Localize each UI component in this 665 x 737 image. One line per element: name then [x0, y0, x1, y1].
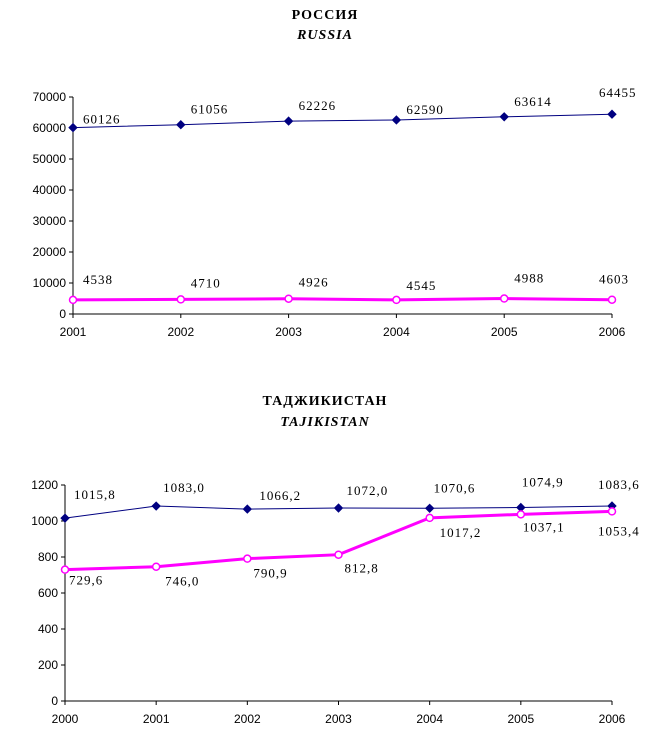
y-tick-label: 600 [38, 586, 58, 600]
data-point [242, 504, 253, 514]
data-label: 1074,9 [522, 475, 564, 490]
chart-subtitle: TAJIKISTAN [280, 415, 369, 430]
x-tick-label: 2002 [167, 325, 194, 339]
data-label: 4710 [191, 275, 221, 290]
x-tick-label: 2004 [416, 712, 443, 726]
plot-area: 0 10000 20000 30000 40000 50000 60000 70000 2001… [33, 85, 637, 339]
data-label: 62590 [406, 102, 444, 117]
data-point [607, 507, 617, 516]
data-label: 1015,8 [74, 487, 116, 502]
data-label: 61056 [191, 102, 229, 117]
data-label: 4603 [599, 272, 629, 287]
data-label: 1072,0 [347, 483, 389, 498]
y-tick-label: 30000 [33, 214, 67, 228]
data-label: 1017,2 [440, 525, 482, 540]
data-point [425, 513, 434, 523]
data-label: 4988 [514, 271, 544, 286]
x-tick-label: 2005 [491, 325, 518, 339]
data-point [333, 503, 344, 513]
data-label: 4545 [406, 278, 436, 293]
data-label: 1066,2 [259, 488, 301, 503]
data-point [151, 501, 161, 511]
chart-russia: РОССИЯ RUSSIA 0 10000 20000 30000 40000 50000… [33, 8, 637, 339]
data-point [151, 562, 161, 571]
data-label: 1037,1 [523, 519, 565, 534]
data-point [60, 513, 70, 523]
chart-tajikistan: ТАДЖИКИСТАН TAJIKISTAN 0 200 400 600 800 1000… [31, 394, 640, 726]
data-label: 746,0 [165, 574, 199, 589]
data-point [284, 294, 293, 303]
data-point [283, 116, 294, 126]
data-label: 1053,4 [598, 523, 640, 538]
data-point [607, 109, 617, 119]
y-tick-label: 20000 [33, 245, 67, 259]
y-tick-label: 40000 [33, 183, 67, 197]
x-tick-label: 2001 [143, 712, 170, 726]
data-label: 812,8 [345, 561, 379, 576]
data-label: 1083,6 [598, 477, 640, 492]
y-tick-label: 400 [38, 622, 58, 636]
y-tick-label: 60000 [33, 121, 67, 135]
data-label: 4538 [83, 272, 113, 287]
x-tick-label: 2004 [383, 325, 410, 339]
chart-subtitle: RUSSIA [296, 28, 353, 43]
data-point [68, 295, 78, 305]
data-point [334, 550, 343, 559]
series-line [72, 113, 613, 129]
y-tick-label: 0 [59, 307, 66, 321]
data-point [516, 510, 526, 519]
x-tick-label: 2000 [52, 712, 79, 726]
x-tick-label: 2001 [60, 325, 87, 339]
x-tick-label: 2002 [234, 712, 261, 726]
chart-title: ТАДЖИКИСТАН [263, 394, 388, 409]
data-point [424, 503, 435, 513]
data-point [391, 115, 402, 125]
data-label: 60126 [83, 112, 121, 127]
data-label: 63614 [514, 94, 552, 109]
data-label: 62226 [299, 98, 337, 113]
y-tick-label: 1000 [31, 514, 58, 528]
y-tick-label: 10000 [33, 276, 67, 290]
chart-title: РОССИЯ [292, 8, 359, 23]
y-tick-label: 200 [38, 658, 58, 672]
x-tick-label: 2006 [599, 712, 626, 726]
data-label: 64455 [599, 85, 637, 100]
series-line [72, 297, 613, 302]
x-tick-label: 2003 [325, 712, 352, 726]
plot-area: 0 200 400 600 800 1000 1200 2000 2001 2002 2003 200… [31, 475, 640, 726]
data-label: 1070,6 [434, 480, 476, 495]
data-point [499, 112, 509, 122]
x-tick-label: 2005 [507, 712, 534, 726]
data-point [176, 295, 186, 304]
y-tick-label: 1200 [31, 478, 58, 492]
x-tick-label: 2003 [275, 325, 302, 339]
data-point [607, 295, 617, 304]
data-point [243, 554, 252, 563]
data-label: 4926 [299, 275, 329, 290]
y-tick-label: 50000 [33, 152, 67, 166]
data-label: 790,9 [253, 566, 287, 581]
y-tick-label: 0 [51, 694, 58, 708]
data-label: 729,6 [69, 573, 103, 588]
y-tick-label: 70000 [33, 90, 67, 104]
data-point [499, 294, 509, 303]
y-tick-label: 800 [38, 550, 58, 564]
data-point [176, 120, 186, 130]
data-label: 1083,0 [163, 480, 205, 495]
data-point [68, 122, 78, 133]
data-point [60, 565, 70, 574]
x-tick-label: 2006 [599, 325, 626, 339]
data-point [392, 295, 401, 305]
